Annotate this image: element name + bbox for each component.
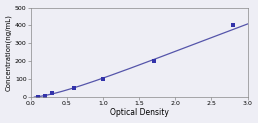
X-axis label: Optical Density: Optical Density [110,108,168,117]
Y-axis label: Concentration(ng/mL): Concentration(ng/mL) [6,14,12,91]
